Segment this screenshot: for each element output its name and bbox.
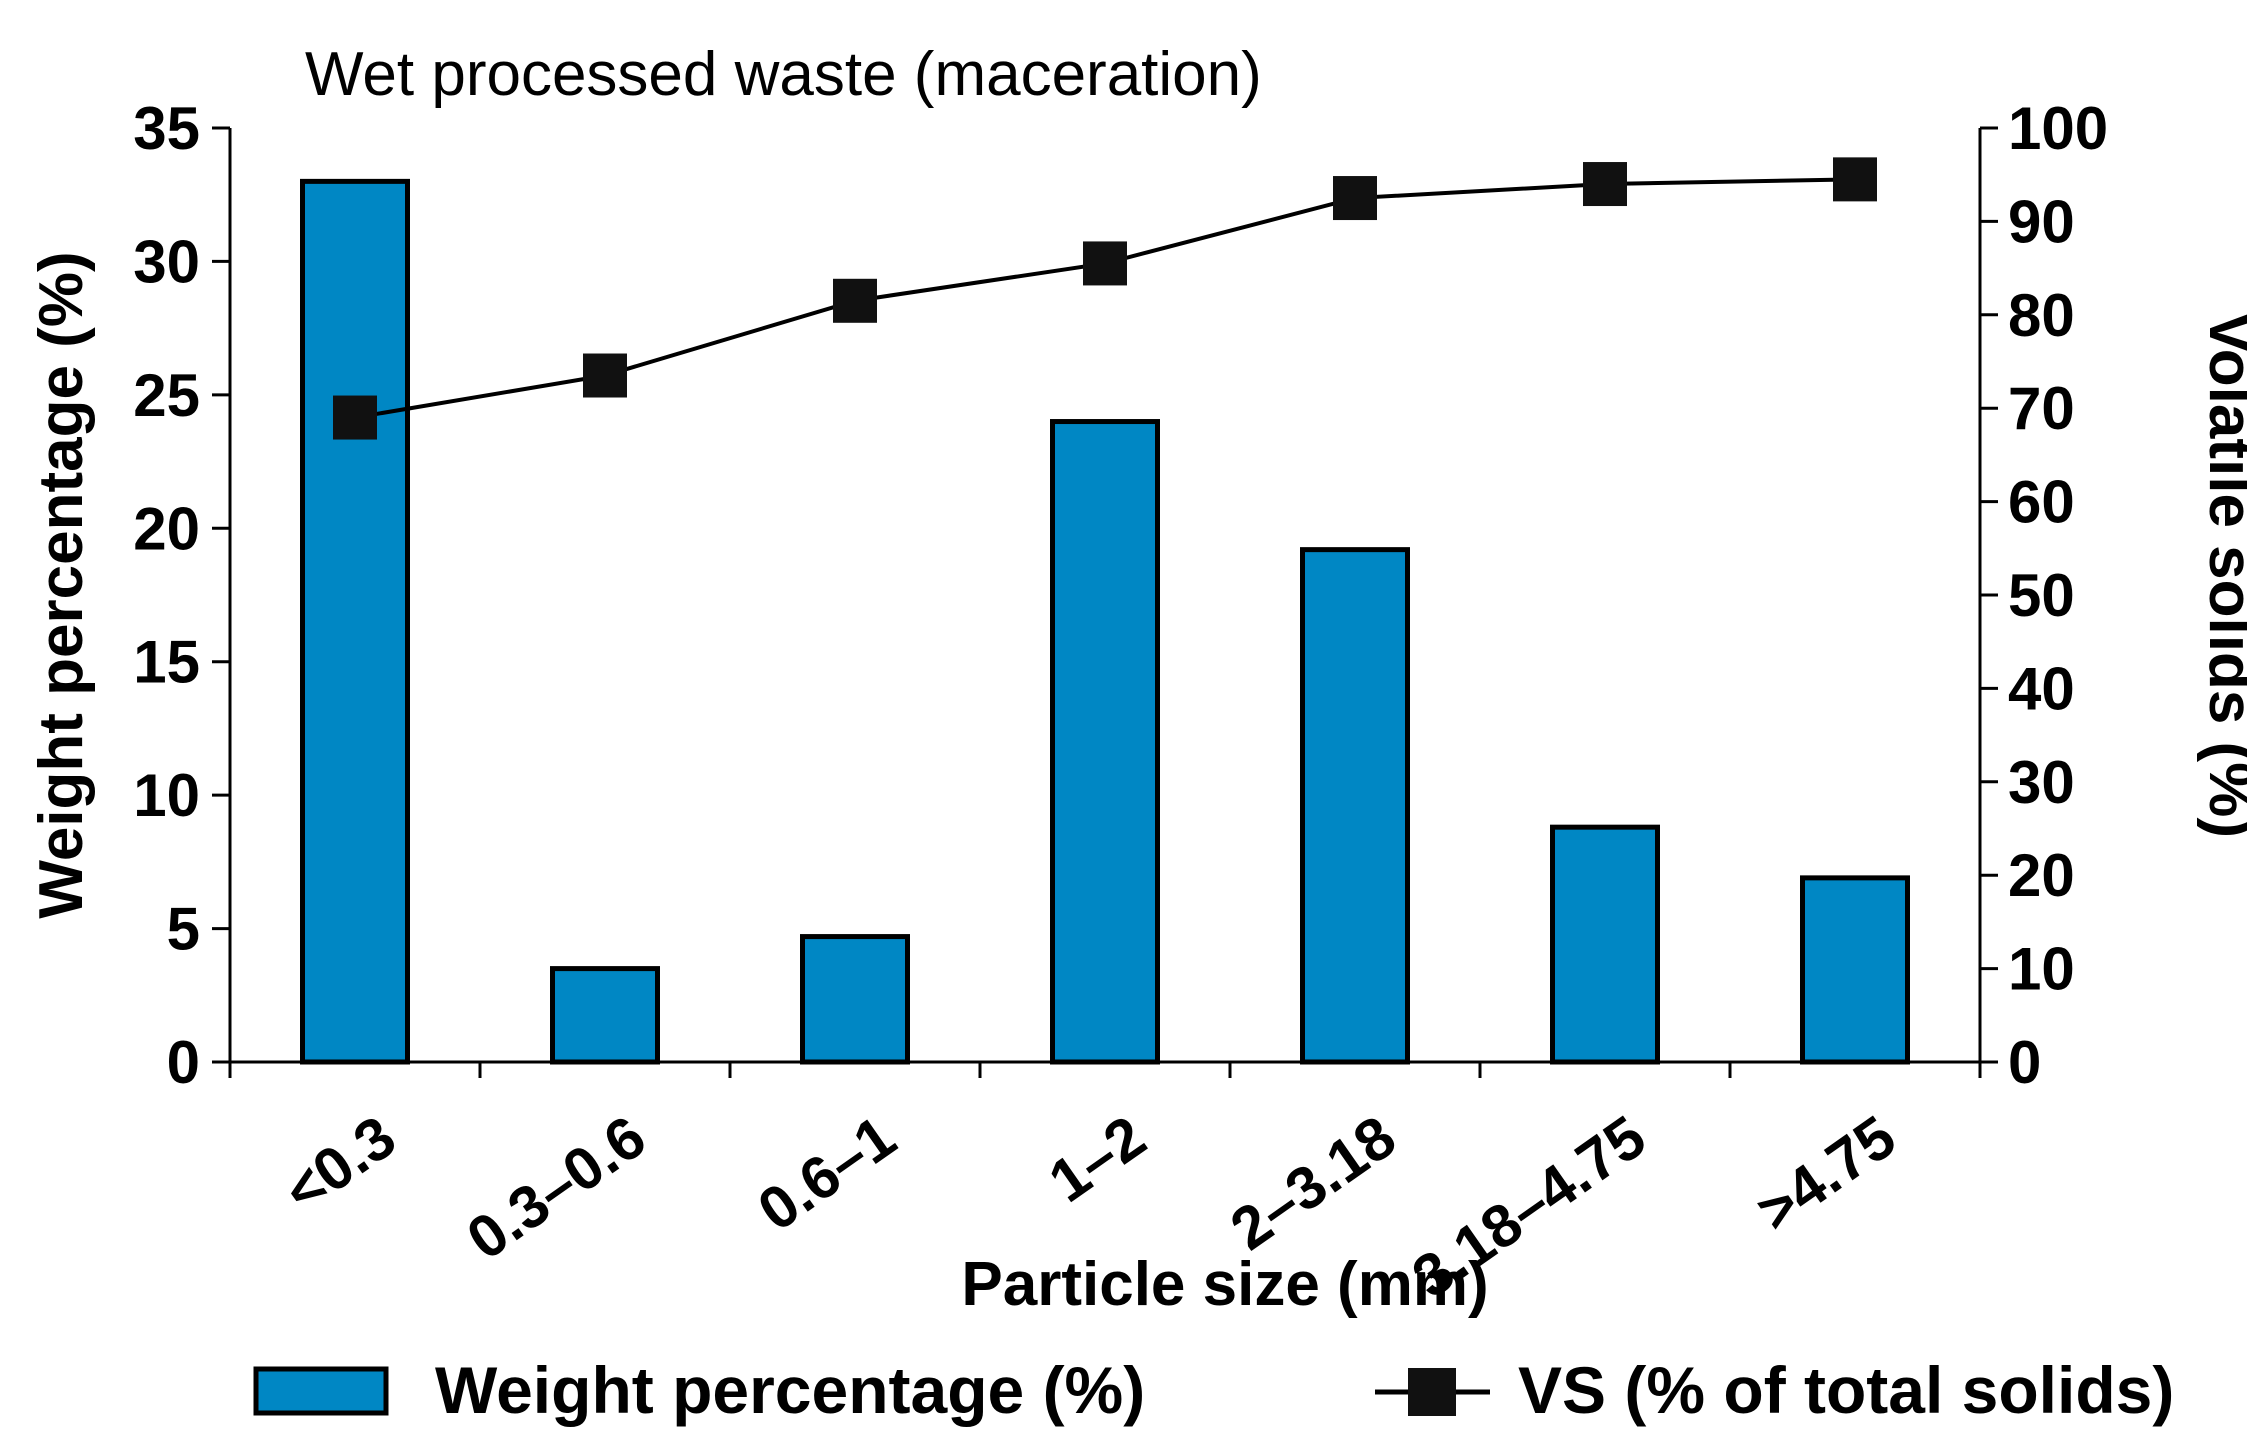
vs-marker-3 bbox=[1083, 241, 1127, 286]
y2-tick-label-0: 0 bbox=[2008, 1029, 2041, 1096]
x-axis-title: Particle size (mm) bbox=[961, 1250, 1488, 1319]
y2-tick-label-80: 80 bbox=[2008, 282, 2075, 349]
y2-tick-label-100: 100 bbox=[2008, 95, 2108, 162]
legend-marker-vs bbox=[1408, 1368, 1456, 1416]
bar-3 bbox=[1050, 419, 1160, 1065]
vs-marker-2 bbox=[833, 278, 877, 323]
y-tick-label-35: 35 bbox=[133, 95, 200, 162]
bar-5 bbox=[1550, 824, 1660, 1065]
y-tick-label-20: 20 bbox=[133, 495, 200, 562]
bar-6 bbox=[1800, 875, 1910, 1065]
x-tick-label-4: 2–3.18 bbox=[1219, 1103, 1408, 1263]
vs-marker-5 bbox=[1583, 162, 1627, 207]
x-tick-label-6: >4.75 bbox=[1745, 1103, 1908, 1245]
legend-label-vs: VS (% of total solids) bbox=[1518, 1353, 2174, 1427]
y-tick-label-0: 0 bbox=[167, 1029, 200, 1096]
bar-2 bbox=[800, 934, 910, 1065]
axes-layer bbox=[212, 126, 1998, 1078]
y2-tick-label-60: 60 bbox=[2008, 469, 2075, 536]
vs-line bbox=[354, 177, 1856, 420]
y-tick-label-15: 15 bbox=[133, 629, 200, 696]
vs-marker-6 bbox=[1833, 157, 1877, 202]
x-tick-label-2: 0.6–1 bbox=[746, 1103, 907, 1244]
y2-tick-label-70: 70 bbox=[2008, 375, 2075, 442]
y-axis-title: Weight percentage (%) bbox=[27, 251, 96, 918]
y-tick-label-30: 30 bbox=[133, 228, 200, 295]
y-tick-label-10: 10 bbox=[133, 762, 200, 829]
y-tick-label-5: 5 bbox=[167, 896, 200, 963]
y2-axis-title: Volatile solids (%) bbox=[2196, 312, 2247, 838]
x-tick-label-0: <0.3 bbox=[272, 1103, 407, 1226]
line-layer bbox=[333, 157, 1877, 440]
y-tick-label-25: 25 bbox=[133, 362, 200, 429]
y2-tick-label-20: 20 bbox=[2008, 842, 2075, 909]
y2-tick-label-30: 30 bbox=[2008, 749, 2075, 816]
vs-marker-1 bbox=[583, 353, 627, 398]
vs-marker-0 bbox=[333, 395, 377, 440]
x-tick-label-1: 0.3–0.6 bbox=[455, 1103, 657, 1273]
y2-tick-label-50: 50 bbox=[2008, 562, 2075, 629]
bars-layer bbox=[300, 178, 1910, 1065]
y2-tick-label-90: 90 bbox=[2008, 188, 2075, 255]
y2-tick-label-40: 40 bbox=[2008, 655, 2075, 722]
bar-1 bbox=[550, 966, 660, 1065]
legend: Weight percentage (%) VS (% of total sol… bbox=[253, 1353, 2174, 1427]
chart-title: Wet processed waste (maceration) bbox=[305, 40, 1262, 109]
x-tick-label-3: 1–2 bbox=[1037, 1103, 1157, 1215]
vs-marker-4 bbox=[1333, 176, 1377, 221]
y2-tick-label-10: 10 bbox=[2008, 936, 2075, 1003]
bar-4 bbox=[1300, 547, 1410, 1065]
legend-swatch-weight bbox=[253, 1366, 389, 1416]
bar-0 bbox=[300, 178, 410, 1065]
legend-label-weight: Weight percentage (%) bbox=[435, 1353, 1145, 1427]
